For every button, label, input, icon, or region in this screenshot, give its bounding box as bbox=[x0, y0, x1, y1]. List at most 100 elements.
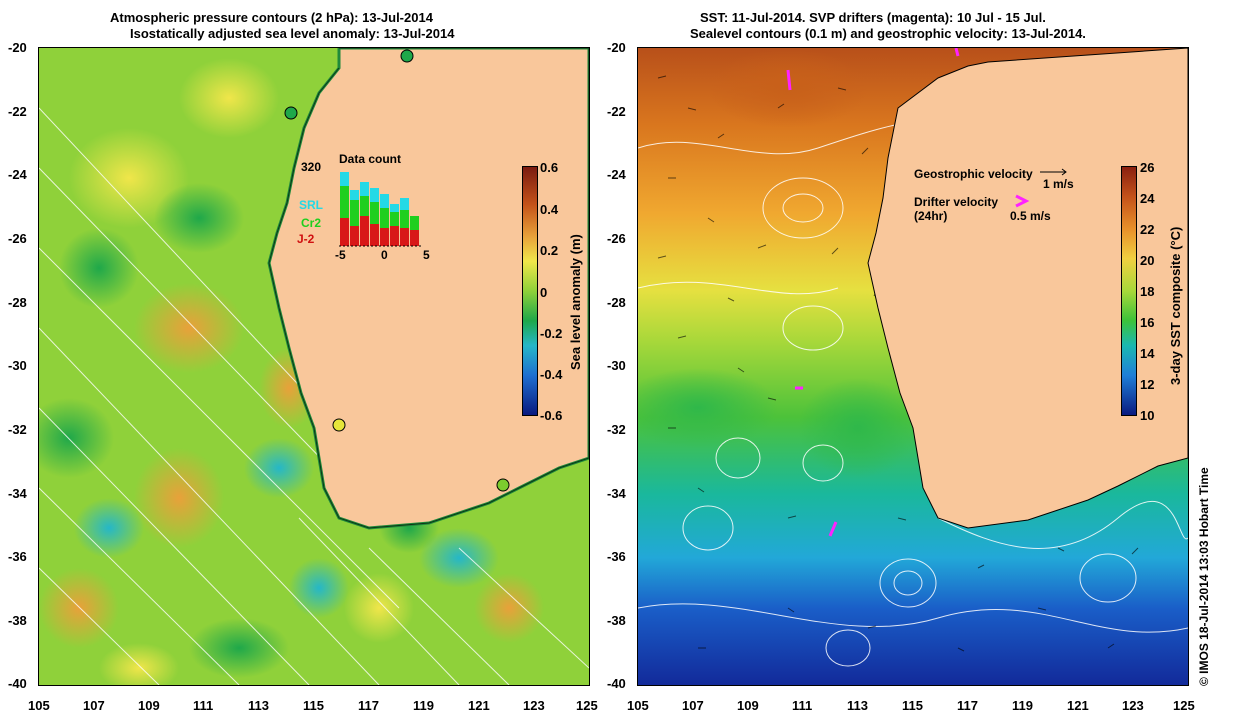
x-tick: 119 bbox=[413, 698, 434, 713]
right-title-line2: Sealevel contours (0.1 m) and geostrophi… bbox=[690, 26, 1086, 41]
left-title-line1: Atmospheric pressure contours (2 hPa): 1… bbox=[110, 10, 433, 25]
inset-xtick: -5 bbox=[335, 248, 346, 262]
left-title-line2: Isostatically adjusted sea level anomaly… bbox=[130, 26, 455, 41]
cb-tick: 0.2 bbox=[540, 243, 559, 258]
y-tick: -34 bbox=[607, 486, 626, 501]
velocity-legend: Geostrophic velocity 1 m/s Drifter veloc… bbox=[914, 167, 1074, 223]
x-tick: 125 bbox=[1173, 698, 1195, 713]
australia-land bbox=[867, 48, 1188, 529]
cb-tick: 22 bbox=[1140, 222, 1155, 237]
y-tick: -40 bbox=[607, 676, 626, 691]
sst-map-svg: Geostrophic velocity 1 m/s Drifter veloc… bbox=[638, 48, 1188, 685]
inset-bar-stack bbox=[340, 172, 349, 246]
y-tick: -24 bbox=[607, 167, 626, 182]
y-tick: -20 bbox=[607, 40, 626, 55]
cb-tick: 10 bbox=[1140, 408, 1155, 423]
x-tick: 117 bbox=[957, 698, 978, 713]
inset-bars bbox=[339, 172, 421, 247]
x-tick: 121 bbox=[1067, 698, 1089, 713]
svp-drifter-tracks bbox=[786, 48, 960, 537]
y-tick: -38 bbox=[8, 613, 27, 628]
sealevel-contours bbox=[638, 119, 1188, 667]
y-tick: -32 bbox=[607, 422, 626, 437]
cb-tick: -0.6 bbox=[540, 408, 563, 423]
y-tick: -24 bbox=[8, 167, 27, 182]
x-tick: 121 bbox=[468, 698, 490, 713]
x-tick: 113 bbox=[248, 698, 269, 713]
tide-gauge-marker[interactable] bbox=[400, 49, 414, 63]
data-count-inset: 320 Data count SRL Cr2 J-2 -5 0 5 bbox=[297, 148, 439, 268]
x-tick: 115 bbox=[902, 698, 923, 713]
geo-velocity-label: Geostrophic velocity bbox=[914, 167, 1033, 181]
y-tick: -38 bbox=[607, 613, 626, 628]
cb-tick: 26 bbox=[1140, 160, 1155, 175]
x-tick: 111 bbox=[792, 698, 813, 713]
y-tick: -36 bbox=[607, 549, 626, 564]
x-tick: 105 bbox=[627, 698, 649, 713]
tide-gauge-marker[interactable] bbox=[284, 106, 298, 120]
pressure-contours bbox=[39, 107, 589, 685]
x-tick: 115 bbox=[303, 698, 324, 713]
inset-legend-j2: J-2 bbox=[297, 232, 315, 246]
inset-bar-stack bbox=[390, 204, 399, 246]
drifter-velocity-label: Drifter velocity bbox=[914, 195, 998, 209]
y-tick: -26 bbox=[8, 231, 27, 246]
cb-tick: 20 bbox=[1140, 253, 1155, 268]
inset-legend-cr2: Cr2 bbox=[301, 216, 322, 230]
tide-gauge-marker[interactable] bbox=[496, 478, 510, 492]
cb-tick: 0.4 bbox=[540, 202, 559, 217]
cb-tick: 0.6 bbox=[540, 160, 559, 175]
y-tick: -22 bbox=[8, 104, 27, 119]
inset-title: Data count bbox=[339, 152, 402, 166]
y-tick: -34 bbox=[8, 486, 27, 501]
x-tick: 123 bbox=[523, 698, 545, 713]
inset-bar-stack bbox=[400, 198, 409, 246]
x-tick: 109 bbox=[138, 698, 160, 713]
x-tick: 125 bbox=[576, 698, 598, 713]
cb-tick: -0.2 bbox=[540, 326, 563, 341]
drifter-velocity-scale: 0.5 m/s bbox=[1010, 209, 1051, 223]
geostrophic-arrows bbox=[657, 75, 1139, 652]
cb-tick: 12 bbox=[1140, 377, 1155, 392]
y-tick: -28 bbox=[8, 295, 27, 310]
right-colorbar-label: 3-day SST composite (°C) bbox=[1168, 226, 1183, 385]
left-colorbar-label: Sea level anomaly (m) bbox=[568, 234, 583, 370]
inset-max: 320 bbox=[301, 160, 322, 174]
inset-bar-stack bbox=[410, 216, 419, 246]
x-tick: 119 bbox=[1012, 698, 1033, 713]
x-tick: 123 bbox=[1122, 698, 1144, 713]
inset-legend-srl: SRL bbox=[299, 198, 323, 212]
imos-credit: © IMOS 18-Jul-2014 13:03 Hobart Time bbox=[1197, 467, 1211, 686]
drifter-velocity-sub: (24hr) bbox=[914, 209, 947, 223]
tide-gauge-marker[interactable] bbox=[332, 418, 346, 432]
y-tick: -20 bbox=[8, 40, 27, 55]
geo-velocity-scale: 1 m/s bbox=[1043, 177, 1074, 191]
x-tick: 111 bbox=[193, 698, 214, 713]
x-tick: 107 bbox=[682, 698, 704, 713]
x-tick: 105 bbox=[28, 698, 50, 713]
inset-bar-stack bbox=[380, 194, 389, 246]
inset-bar-stack bbox=[370, 188, 379, 246]
y-tick: -28 bbox=[607, 295, 626, 310]
cb-tick: 16 bbox=[1140, 315, 1155, 330]
y-tick: -36 bbox=[8, 549, 27, 564]
right-title-line1: SST: 11-Jul-2014. SVP drifters (magenta)… bbox=[700, 10, 1046, 25]
sst-map[interactable]: Geostrophic velocity 1 m/s Drifter veloc… bbox=[637, 47, 1189, 686]
y-tick: -40 bbox=[8, 676, 27, 691]
x-tick: 109 bbox=[737, 698, 759, 713]
y-tick: -30 bbox=[607, 358, 626, 373]
sea-level-map-svg bbox=[39, 48, 589, 685]
y-tick: -26 bbox=[607, 231, 626, 246]
sea-level-anomaly-map[interactable]: 320 Data count SRL Cr2 J-2 -5 0 5 bbox=[38, 47, 590, 686]
cb-tick: 24 bbox=[1140, 191, 1155, 206]
cb-tick: 18 bbox=[1140, 284, 1155, 299]
cb-tick: -0.4 bbox=[540, 367, 563, 382]
x-tick: 107 bbox=[83, 698, 105, 713]
x-tick: 113 bbox=[847, 698, 868, 713]
y-tick: -22 bbox=[607, 104, 626, 119]
x-tick: 117 bbox=[358, 698, 379, 713]
y-tick: -32 bbox=[8, 422, 27, 437]
inset-bar-stack bbox=[350, 190, 359, 246]
inset-xtick: 5 bbox=[423, 248, 430, 262]
y-tick: -30 bbox=[8, 358, 27, 373]
